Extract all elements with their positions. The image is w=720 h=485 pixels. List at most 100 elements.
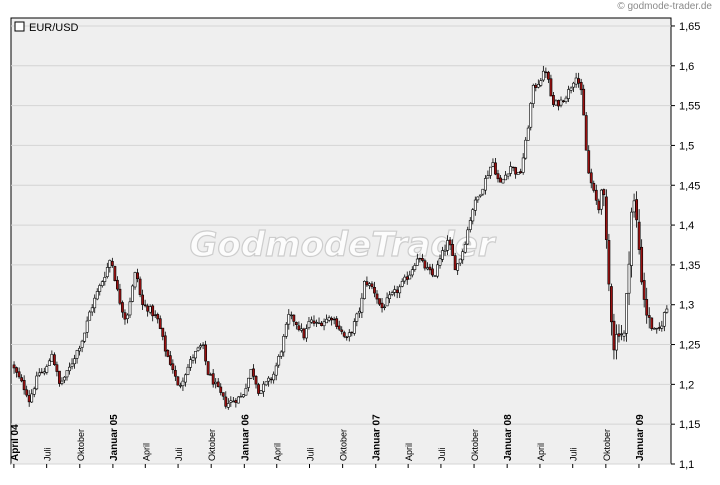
candle-body xyxy=(612,320,616,351)
x-tick-label: April xyxy=(536,443,546,461)
watermark: GodmodeTrader xyxy=(189,225,496,265)
candle-body xyxy=(115,279,119,290)
candle-body xyxy=(163,335,167,352)
x-tick-label: Juli xyxy=(437,447,447,461)
candle-body xyxy=(184,374,187,383)
candle-body xyxy=(294,322,298,326)
candle-body xyxy=(617,333,621,337)
candle-body xyxy=(655,327,659,330)
candle-body xyxy=(637,221,641,250)
candle-body xyxy=(47,360,51,366)
candle-body xyxy=(549,78,553,97)
candle-body xyxy=(370,283,374,288)
candle-body xyxy=(393,289,397,293)
candle-body xyxy=(347,332,351,337)
candle-body xyxy=(589,172,593,184)
candle-body xyxy=(12,364,16,369)
y-tick-label: 1,2 xyxy=(679,379,694,391)
candle-body xyxy=(632,200,636,213)
candle-body xyxy=(521,157,525,173)
candle-body xyxy=(108,259,112,268)
candle-body xyxy=(173,370,177,377)
y-tick-label: 1,35 xyxy=(679,260,700,272)
candle-body xyxy=(297,325,301,331)
candle-body xyxy=(70,363,74,367)
candle-body xyxy=(110,261,114,266)
candle-body xyxy=(100,281,104,287)
y-tick-label: 1,5 xyxy=(679,140,694,152)
candle-body xyxy=(544,71,548,74)
candle-body xyxy=(552,95,555,105)
candle-body xyxy=(98,285,102,292)
candle-body xyxy=(415,258,419,266)
candle-body xyxy=(625,293,628,334)
candle-body xyxy=(483,178,487,191)
x-axis: April 04 Juli Oktober Januar 05 April Juli Okt… xyxy=(10,414,646,468)
candle-body xyxy=(375,293,379,300)
candle-body xyxy=(567,89,570,99)
candle-body xyxy=(310,319,313,323)
candle-body xyxy=(320,322,323,327)
candle-body xyxy=(30,393,34,403)
candle-body xyxy=(436,264,439,277)
candle-body xyxy=(524,139,528,159)
candle-body xyxy=(242,394,245,398)
candle-body xyxy=(604,196,608,240)
candle-body xyxy=(481,188,485,195)
candle-body xyxy=(204,344,208,362)
candle-body xyxy=(105,267,109,277)
candle-body xyxy=(168,355,172,365)
candle-body xyxy=(189,359,192,368)
candle-body xyxy=(216,381,220,387)
x-tick-label: Oktober xyxy=(339,429,349,461)
candle-body xyxy=(136,272,139,279)
candle-body xyxy=(501,178,505,184)
candle-body xyxy=(289,314,293,317)
candle-body xyxy=(317,322,321,325)
candle-body xyxy=(519,171,523,174)
candle-body xyxy=(249,368,253,379)
candle-body xyxy=(226,403,230,408)
candle-body xyxy=(45,366,49,373)
x-tick-label: Januar 09 xyxy=(635,414,646,461)
candle-body xyxy=(511,166,515,169)
plot-area xyxy=(10,17,672,465)
candle-body xyxy=(315,321,318,324)
candle-body xyxy=(443,249,447,252)
candle-body xyxy=(196,347,200,351)
candle-body xyxy=(151,305,155,317)
candle-body xyxy=(610,286,613,323)
candle-body xyxy=(559,99,563,106)
candle-body xyxy=(211,373,215,385)
candle-body xyxy=(526,127,530,141)
y-tick-label: 1,4 xyxy=(679,220,694,232)
x-tick-label: Juli xyxy=(569,447,579,461)
candle-body xyxy=(531,85,535,104)
candle-body xyxy=(423,260,427,269)
x-tick-label: April xyxy=(404,443,414,461)
candle-body xyxy=(27,395,31,403)
candle-body xyxy=(408,274,412,280)
x-tick-label: April xyxy=(141,443,151,461)
candle-body xyxy=(50,353,54,362)
candle-body xyxy=(486,175,490,179)
candle-body xyxy=(32,388,36,395)
candle-body xyxy=(22,380,26,391)
candle-body xyxy=(231,400,235,403)
candle-body xyxy=(597,200,601,211)
candle-body xyxy=(52,354,56,365)
candle-body xyxy=(63,376,66,381)
candle-body xyxy=(390,292,394,295)
candle-body xyxy=(25,389,29,396)
candle-body xyxy=(534,84,538,88)
candle-body xyxy=(499,177,502,183)
candle-body xyxy=(20,377,24,382)
candle-body xyxy=(539,80,543,86)
y-axis: 1,1 1,15 1,2 1,25 1,3 1,35 1,4 1,45 1,5 1,55 1,6 1,… xyxy=(671,21,700,471)
candle-body xyxy=(37,372,41,376)
candle-body xyxy=(451,244,455,256)
x-tick-label: Oktober xyxy=(76,429,86,461)
candle-body xyxy=(259,390,263,394)
y-tick-label: 1,55 xyxy=(679,101,700,113)
